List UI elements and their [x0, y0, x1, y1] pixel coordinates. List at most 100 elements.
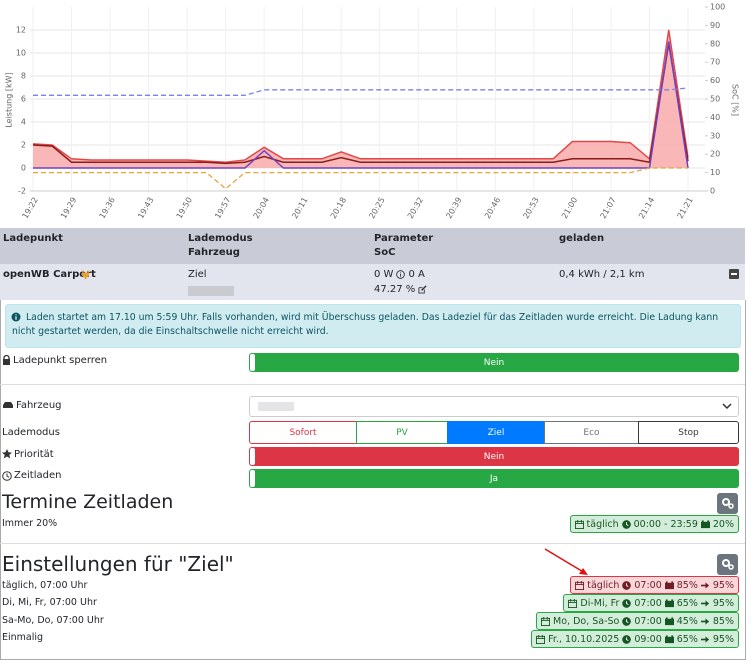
chevron — [722, 403, 732, 410]
info-icon — [11, 312, 21, 322]
series-line — [32, 29, 689, 164]
target-badge[interactable]: Fr., 10.10.2025 09:00 65% 95% — [531, 630, 739, 648]
target-item: täglich, 07:00 Uhr — [2, 580, 88, 591]
y-tick-label: -2 — [18, 187, 26, 196]
battery-icon — [664, 634, 674, 643]
col-header: Parameter — [374, 233, 434, 244]
info-text: Laden startet am 17.10 um 5:59 Uhr. Fall… — [12, 312, 719, 337]
charged: 0,4 kWh / 2,1 km — [559, 269, 645, 280]
y2-tick-label: 40 — [710, 113, 720, 122]
star-icon — [2, 449, 12, 459]
current: 0 A — [408, 269, 425, 280]
x-tick-label: 19:36 — [98, 196, 117, 220]
vehicle-select[interactable] — [249, 396, 739, 417]
mode-button[interactable]: Sofort — [249, 421, 357, 444]
redacted-vehicle — [188, 286, 234, 296]
table-header — [0, 228, 745, 264]
target-badge[interactable]: Mo, Do, Sa-So 07:00 45% 85% — [536, 612, 739, 630]
annotation-arrow — [544, 548, 588, 575]
car-icon — [3, 402, 13, 408]
gear-icon — [722, 498, 734, 509]
mode-button[interactable]: PV — [356, 421, 448, 444]
badge-from: 65% — [676, 633, 698, 645]
x-tick-label: 20:32 — [406, 196, 425, 220]
x-tick-label: 19:50 — [175, 196, 194, 220]
section-title: Termine Zeitladen — [2, 491, 174, 513]
calendar-icon — [575, 580, 585, 590]
calendar-icon — [541, 616, 551, 626]
x-tick-label: 20:53 — [521, 196, 540, 220]
field-label: Fahrzeug — [16, 400, 62, 411]
badge-to: 95% — [712, 633, 734, 645]
series-line — [33, 167, 688, 190]
info-alert: Laden startet am 17.10 um 5:59 Uhr. Fall… — [5, 304, 741, 348]
target-badge[interactable]: täglich 07:00 85% 95% — [570, 576, 739, 594]
arrow-icon — [700, 581, 709, 589]
toggle-value: Nein — [483, 451, 505, 462]
battery-icon — [664, 598, 674, 607]
y2-tick-label: 80 — [710, 39, 720, 48]
y2-tick-label: 10 — [710, 168, 720, 177]
badge-time: 09:00 — [634, 633, 662, 645]
badge-day: Mo, Do, Sa-So — [553, 615, 620, 627]
y2-tick-label: 60 — [710, 76, 720, 85]
y2-axis-title: SoC [%] — [731, 84, 740, 116]
calendar-icon — [568, 598, 578, 608]
settings-button[interactable] — [717, 493, 738, 514]
y2-tick-label: 20 — [710, 150, 720, 159]
x-tick-label: 19:29 — [59, 196, 78, 220]
soc: 47.27 % — [374, 284, 416, 295]
col-header: SoC — [374, 247, 396, 258]
arrow-icon — [700, 617, 709, 625]
x-tick-label: 20:11 — [290, 196, 309, 220]
settings-button[interactable] — [717, 554, 738, 575]
timed-toggle[interactable]: Ja — [249, 469, 739, 488]
y2-tick-label: 70 — [710, 58, 720, 67]
arrow-icon — [700, 635, 709, 643]
arrow-icon — [700, 599, 709, 607]
mode-button[interactable]: Stop — [638, 421, 739, 444]
gear-icon — [722, 559, 734, 570]
x-tick-label: 20:25 — [367, 196, 386, 220]
calendar-icon — [536, 634, 546, 644]
badge-to: 95% — [712, 579, 734, 591]
y-tick-label: 8 — [21, 72, 26, 81]
y-tick-label: 6 — [21, 95, 26, 104]
y-tick-label: 4 — [21, 118, 26, 127]
battery-icon — [664, 580, 674, 589]
y2-tick-label: 90 — [710, 21, 720, 30]
mode-button[interactable]: Eco — [544, 421, 639, 444]
y2-tick-label: 100 — [710, 3, 725, 12]
series-line — [32, 43, 689, 165]
field-label: Priorität — [14, 449, 54, 460]
x-tick-label: 20:39 — [444, 196, 463, 220]
edit-icon[interactable] — [418, 285, 427, 294]
battery-icon — [700, 519, 710, 528]
field-label: Ladepunkt sperren — [13, 355, 108, 366]
x-tick-label: 19:43 — [136, 196, 155, 220]
collapse-button[interactable] — [729, 269, 739, 279]
lock-icon — [3, 355, 10, 365]
plug-icon — [82, 270, 89, 279]
schedule-badge[interactable]: täglich 00:00 - 23:59 20% — [569, 515, 739, 533]
priority-toggle[interactable]: Nein — [249, 447, 739, 466]
charge-mode: Ziel — [188, 269, 207, 280]
badge-from: 65% — [676, 597, 698, 609]
y-tick-label: 10 — [16, 49, 26, 58]
mode-button[interactable]: Ziel — [447, 421, 545, 444]
target-item: Di, Mi, Fr, 07:00 Uhr — [2, 597, 97, 608]
x-tick-label: 21:21 — [676, 196, 695, 220]
chargepoint-name: openWB Carport — [3, 269, 96, 280]
lock-toggle[interactable]: Nein — [249, 353, 739, 372]
field-label: Zeitladen — [14, 470, 62, 481]
table-row[interactable] — [0, 264, 745, 300]
badge-time: 07:00 — [634, 615, 662, 627]
badge-to: 95% — [712, 597, 734, 609]
badge-time: 07:00 — [634, 579, 662, 591]
redacted-vehicle — [258, 402, 294, 411]
section-title: Einstellungen für "Ziel" — [2, 552, 234, 576]
badge-soc: 20% — [712, 518, 734, 530]
target-badge[interactable]: Di-Mi, Fr 07:00 65% 95% — [563, 594, 739, 612]
col-header: Ladepunkt — [3, 233, 63, 244]
target-item: Einmalig — [2, 632, 44, 643]
